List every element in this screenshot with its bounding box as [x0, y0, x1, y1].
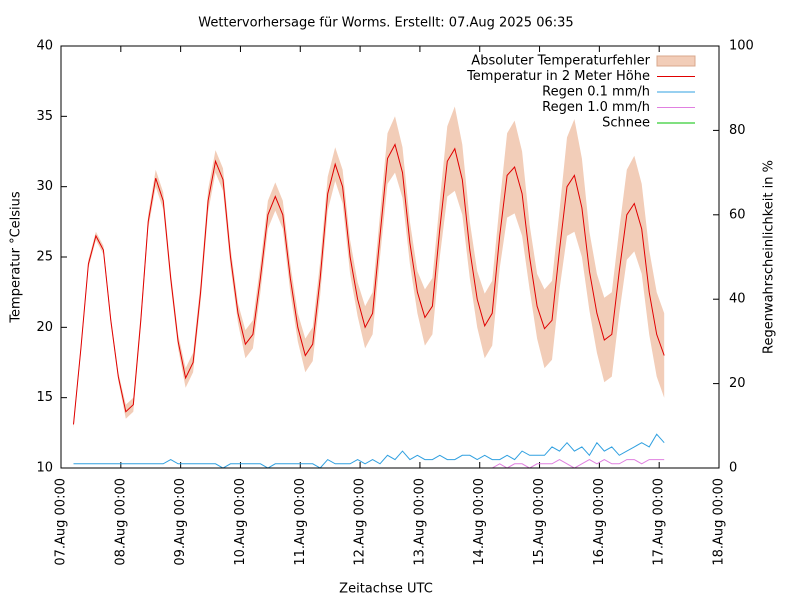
legend-label: Absoluter Temperaturfehler: [471, 54, 650, 69]
legend-swatch: [656, 55, 696, 67]
chart-title: Wettervorhersage für Worms. Erstellt: 07…: [198, 16, 573, 31]
x-tick-label: 12.Aug 00:00: [353, 478, 368, 566]
y2-tick-label: 20: [729, 376, 746, 391]
y-tick-label: 30: [36, 179, 53, 194]
x-tick-label: 16.Aug 00:00: [592, 478, 607, 566]
x-tick-label: 13.Aug 00:00: [412, 478, 427, 566]
x-tick-label: 08.Aug 00:00: [113, 478, 128, 566]
y-tick-label: 15: [36, 390, 53, 405]
x-tick-label: 17.Aug 00:00: [652, 478, 667, 566]
y2-tick-label: 100: [729, 39, 754, 54]
series-line: [73, 143, 665, 425]
legend-label: Regen 1.0 mm/h: [542, 100, 650, 115]
y2-tick-label: 40: [729, 292, 746, 307]
y-axis-label: Temperatur °Celsius: [9, 191, 24, 324]
x-tick-label: 10.Aug 00:00: [233, 478, 248, 566]
legend-label: Temperatur in 2 Meter Höhe: [466, 69, 650, 84]
y2-axis-label: Regenwahrscheinlichkeit in %: [762, 160, 777, 354]
y2-tick-label: 80: [729, 123, 746, 138]
y-tick-label: 25: [36, 250, 53, 265]
series-line: [73, 433, 665, 469]
y-tick-label: 35: [36, 109, 53, 124]
x-tick-label: 11.Aug 00:00: [293, 478, 308, 566]
x-tick-label: 15.Aug 00:00: [532, 478, 547, 566]
y-tick-label: 10: [36, 461, 53, 476]
x-tick-label: 14.Aug 00:00: [472, 478, 487, 566]
x-tick-label: 07.Aug 00:00: [54, 478, 69, 566]
y-tick-label: 40: [36, 39, 53, 54]
y-tick-label: 20: [36, 320, 53, 335]
legend-label: Schnee: [602, 116, 650, 131]
x-axis-label: Zeitachse UTC: [339, 582, 433, 597]
plot-frame: [60, 45, 720, 469]
y2-tick-label: 0: [729, 461, 737, 476]
legend-label: Regen 0.1 mm/h: [542, 85, 650, 100]
error-band: [73, 106, 665, 429]
x-tick-label: 18.Aug 00:00: [712, 478, 727, 566]
x-tick-label: 09.Aug 00:00: [173, 478, 188, 566]
y2-tick-label: 60: [729, 207, 746, 222]
